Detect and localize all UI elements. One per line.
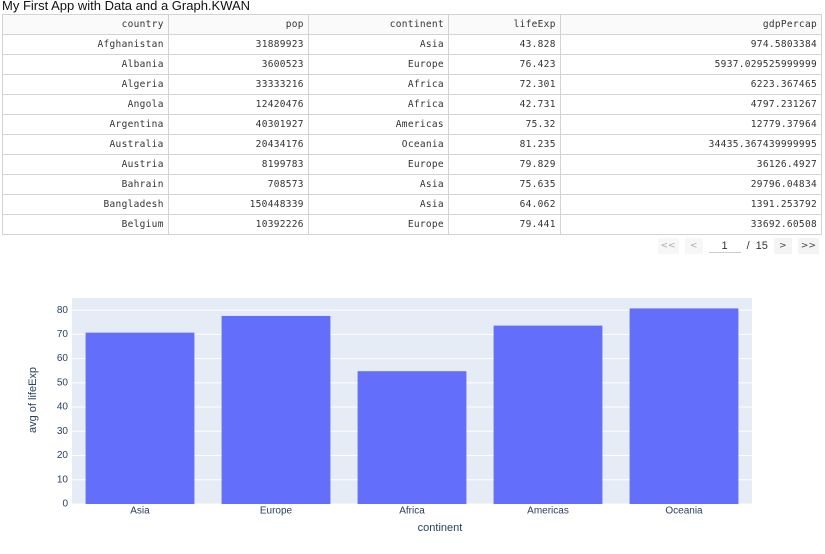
table-cell: 6223.367465 xyxy=(559,74,823,95)
table-row: Australia 20434176 Oceania 81.235 34435.3674… xyxy=(2,134,823,155)
table-cell: Afghanistan xyxy=(2,34,169,55)
header-row: country pop continent lifeExp gdpPercap xyxy=(2,14,823,35)
y-tick-label: 10 xyxy=(57,474,69,485)
table-row: Albania 3600523 Europe 76.423 5937.029525999… xyxy=(2,54,823,75)
table-cell: 29796.04834 xyxy=(559,174,823,195)
x-tick-label: Americas xyxy=(527,506,569,517)
column-header: continent xyxy=(307,14,449,35)
column-header: lifeExp xyxy=(447,14,561,35)
page-separator: / xyxy=(746,240,750,252)
y-tick-label: 0 xyxy=(62,499,68,510)
table-cell: 8199783 xyxy=(167,154,309,175)
table-row: Austria 8199783 Europe 79.829 36126.4927 xyxy=(2,154,823,175)
x-tick-label: Oceania xyxy=(665,506,703,517)
table-row: Algeria 33333216 Africa 72.301 6223.367465 xyxy=(2,74,823,95)
table-cell: Argentina xyxy=(2,114,169,135)
table-cell: Bahrain xyxy=(2,174,169,195)
table-row: Angola 12420476 Africa 42.731 4797.231267 xyxy=(2,94,823,115)
table-cell: 34435.367439999995 xyxy=(559,134,823,155)
pagination: << < 1 / 15 > >> xyxy=(657,238,819,254)
table-row: Afghanistan 31889923 Asia 43.828 974.5803384 xyxy=(2,34,823,55)
table-cell: 3600523 xyxy=(167,54,309,75)
y-tick-label: 70 xyxy=(57,329,69,340)
first-page-button[interactable]: << xyxy=(657,238,679,254)
page-input[interactable]: 1 xyxy=(708,240,741,253)
table-cell: Asia xyxy=(307,34,449,55)
table-cell: Belgium xyxy=(2,214,169,235)
y-axis-title: avg of lifeExp xyxy=(27,367,39,433)
table-cell: 12779.37964 xyxy=(559,114,823,135)
bar xyxy=(221,315,331,504)
y-tick-label: 50 xyxy=(57,377,69,388)
column-header: gdpPercap xyxy=(559,14,823,35)
table-cell: 4797.231267 xyxy=(559,94,823,115)
table-cell: Europe xyxy=(307,54,449,75)
table-cell: 42.731 xyxy=(447,94,561,115)
table-cell: 150448339 xyxy=(167,194,309,215)
prev-page-button[interactable]: < xyxy=(684,238,703,254)
last-page-button[interactable]: >> xyxy=(797,238,819,254)
column-header: pop xyxy=(167,14,309,35)
y-tick-label: 20 xyxy=(57,450,69,461)
table-cell: 81.235 xyxy=(447,134,561,155)
table-cell: 974.5803384 xyxy=(559,34,823,55)
table-cell: Africa xyxy=(307,94,449,115)
y-tick-label: 30 xyxy=(57,426,69,437)
table-cell: Asia xyxy=(307,174,449,195)
table-cell: 76.423 xyxy=(447,54,561,75)
table-cell: 708573 xyxy=(167,174,309,195)
bar xyxy=(629,308,739,504)
chart: continent avg of lifeExp 0 10 20 30 40 50 60 70… xyxy=(27,298,752,534)
table-cell: 10392226 xyxy=(167,214,309,235)
table-cell: Europe xyxy=(307,214,449,235)
app-title: My First App with Data and a Graph.KWAN xyxy=(2,0,251,13)
table-cell: 43.828 xyxy=(447,34,561,55)
table-cell: Americas xyxy=(307,114,449,135)
table-cell: 75.32 xyxy=(447,114,561,135)
table-row: Bangladesh 150448339 Asia 64.062 1391.253792 xyxy=(2,194,823,215)
table-cell: 36126.4927 xyxy=(559,154,823,175)
bar xyxy=(357,371,467,504)
bar xyxy=(493,325,603,504)
table-cell: 79.441 xyxy=(447,214,561,235)
data-table: country pop continent lifeExp gdpPercap Afgha… xyxy=(2,14,823,235)
table-row: Bahrain 708573 Asia 75.635 29796.04834 xyxy=(2,174,823,195)
table-cell: 33692.60508 xyxy=(559,214,823,235)
next-page-button[interactable]: > xyxy=(773,238,792,254)
y-tick-label: 60 xyxy=(57,353,69,364)
table-cell: 20434176 xyxy=(167,134,309,155)
table-cell: Albania xyxy=(2,54,169,75)
table-cell: Oceania xyxy=(307,134,449,155)
y-tick-label: 40 xyxy=(57,402,69,413)
table-cell: Europe xyxy=(307,154,449,175)
y-tick-label: 80 xyxy=(57,305,69,316)
table-cell: 79.829 xyxy=(447,154,561,175)
page-total: 15 xyxy=(755,240,768,252)
table-cell: Austria xyxy=(2,154,169,175)
table-row: Argentina 40301927 Americas 75.32 12779.3796… xyxy=(2,114,823,135)
table-cell: Australia xyxy=(2,134,169,155)
table-cell: 40301927 xyxy=(167,114,309,135)
table-cell: Angola xyxy=(2,94,169,115)
x-tick-label: Europe xyxy=(260,506,293,517)
x-tick-label: Asia xyxy=(130,506,150,517)
table-cell: 75.635 xyxy=(447,174,561,195)
table-cell: 64.062 xyxy=(447,194,561,215)
table-cell: 12420476 xyxy=(167,94,309,115)
table-cell: Algeria xyxy=(2,74,169,95)
table-cell: 33333216 xyxy=(167,74,309,95)
table-cell: 1391.253792 xyxy=(559,194,823,215)
table-row: Belgium 10392226 Europe 79.441 33692.60508 xyxy=(2,214,823,235)
table-cell: 31889923 xyxy=(167,34,309,55)
table-cell: Asia xyxy=(307,194,449,215)
x-axis-title: continent xyxy=(418,522,463,534)
column-header: country xyxy=(2,14,169,35)
table-cell: Africa xyxy=(307,74,449,95)
x-tick-label: Africa xyxy=(399,506,425,517)
table-cell: Bangladesh xyxy=(2,194,169,215)
table-cell: 72.301 xyxy=(447,74,561,95)
table-cell: 5937.029525999999 xyxy=(559,54,823,75)
bar xyxy=(85,332,195,504)
